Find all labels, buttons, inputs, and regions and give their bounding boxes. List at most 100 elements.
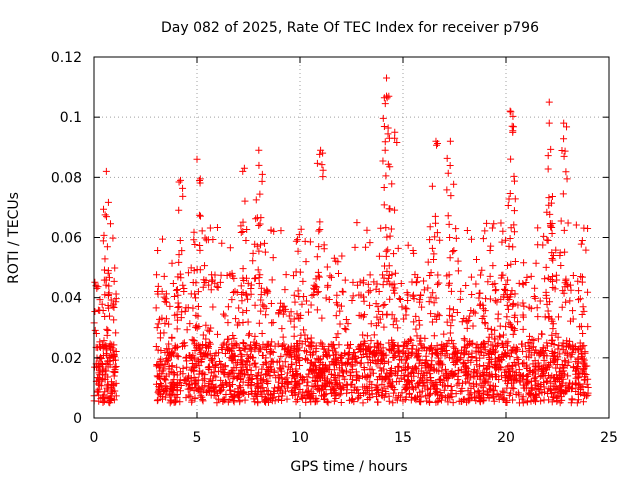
data-point (154, 346, 162, 354)
data-point (559, 339, 567, 347)
data-point (162, 382, 170, 390)
data-point (428, 318, 436, 326)
data-point (101, 388, 109, 396)
data-point (167, 397, 175, 405)
data-point (262, 354, 270, 362)
data-point (359, 279, 367, 287)
data-point (344, 320, 352, 328)
data-point (289, 391, 297, 399)
data-point (417, 291, 425, 299)
data-point (544, 307, 552, 315)
data-point (317, 339, 325, 347)
y-tick-label: 0.1 (60, 110, 82, 126)
data-point (534, 224, 542, 232)
data-point (167, 379, 175, 387)
data-point (443, 272, 451, 280)
data-point (391, 134, 399, 142)
data-point (475, 294, 483, 302)
data-point (292, 355, 300, 363)
data-point (311, 285, 319, 293)
data-point (391, 206, 399, 214)
data-point (223, 271, 231, 279)
data-point (382, 388, 390, 396)
data-point (384, 246, 392, 254)
data-point (469, 368, 477, 376)
data-point (374, 398, 382, 406)
data-point (389, 341, 397, 349)
data-point (154, 396, 162, 404)
data-point (182, 304, 190, 312)
data-point (332, 299, 340, 307)
data-point (336, 320, 344, 328)
data-point (486, 295, 494, 303)
data-point (381, 138, 389, 146)
data-point (551, 389, 559, 397)
data-point (341, 375, 349, 383)
data-point (362, 243, 370, 251)
data-point (103, 325, 111, 333)
data-point (100, 231, 108, 239)
data-point (194, 288, 202, 296)
data-point (508, 349, 516, 357)
data-point (511, 311, 519, 319)
data-point (564, 219, 572, 227)
data-point (309, 374, 317, 382)
data-point (227, 347, 235, 355)
data-point (200, 350, 208, 358)
data-point (110, 396, 118, 404)
data-point (443, 186, 451, 194)
data-point (578, 237, 586, 245)
data-point (427, 310, 435, 318)
data-point (403, 305, 411, 313)
data-point (445, 281, 453, 289)
data-point (456, 295, 464, 303)
data-point (162, 295, 170, 303)
data-point (299, 394, 307, 402)
data-point (326, 272, 334, 280)
data-point (391, 269, 399, 277)
data-point (239, 318, 247, 326)
data-point (398, 389, 406, 397)
data-point (480, 312, 488, 320)
data-point (514, 355, 522, 363)
data-point (302, 297, 310, 305)
data-point (554, 333, 562, 341)
data-point (173, 390, 181, 398)
data-point (509, 396, 517, 404)
data-point (561, 248, 569, 256)
data-point (500, 331, 508, 339)
data-point (332, 257, 340, 265)
data-point (240, 370, 248, 378)
data-point (519, 325, 527, 333)
data-point (213, 223, 221, 231)
data-point (379, 157, 387, 165)
data-point (247, 347, 255, 355)
data-point (546, 386, 554, 394)
data-point (101, 255, 109, 263)
data-point (373, 280, 381, 288)
data-point (449, 399, 457, 407)
data-point (281, 358, 289, 366)
data-point (388, 281, 396, 289)
data-point (311, 358, 319, 366)
data-point (374, 319, 382, 327)
data-point (425, 298, 433, 306)
data-point (99, 365, 107, 373)
data-point (548, 315, 556, 323)
data-point (313, 306, 321, 314)
data-point (155, 363, 163, 371)
data-point (247, 290, 255, 298)
data-point (550, 353, 558, 361)
data-point (240, 389, 248, 397)
data-point (262, 311, 270, 319)
data-point (397, 374, 405, 382)
data-point (267, 358, 275, 366)
data-point (434, 398, 442, 406)
data-point (383, 94, 391, 102)
data-point (209, 358, 217, 366)
data-point (196, 344, 204, 352)
data-point (163, 298, 171, 306)
data-point (545, 98, 553, 106)
data-point (575, 287, 583, 295)
data-point (480, 305, 488, 313)
